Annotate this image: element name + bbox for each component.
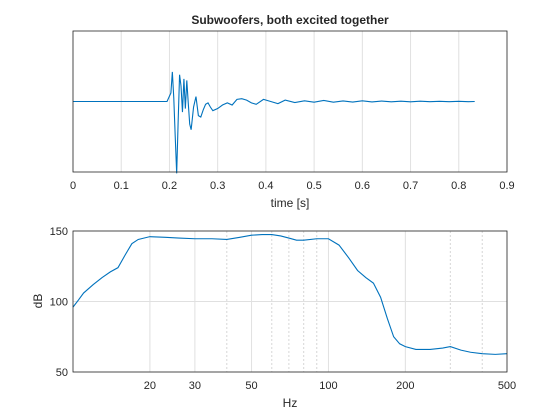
- time-x-axis-label: time [s]: [271, 196, 310, 210]
- time-x-tick-label: 0: [70, 180, 76, 192]
- time-response-axes: 0 0.1 0.2 0.3 0.4 0.5 0.6 0.7 0.8 0.9 Subwoofers,…: [70, 13, 515, 210]
- frequency-x-tick-label: 20: [144, 380, 156, 392]
- time-x-tick-label: 0.4: [258, 180, 273, 192]
- time-axis-box: [72, 30, 508, 173]
- frequency-y-axis-label: dB: [31, 294, 45, 309]
- db-y-tick-label: 150: [50, 226, 68, 238]
- db-y-tick-label: 50: [56, 367, 68, 379]
- frequency-response-line: [72, 233, 508, 355]
- frequency-x-tick-label: 200: [396, 380, 414, 392]
- time-x-tick-label: 0.6: [355, 180, 370, 192]
- frequency-axis-box: [72, 230, 508, 373]
- time-x-tick-label: 0.7: [403, 180, 418, 192]
- time-x-tick-label: 0.9: [499, 180, 514, 192]
- time-x-tick-label: 0.8: [451, 180, 466, 192]
- frequency-x-tick-label: 50: [245, 380, 257, 392]
- time-response-line: [73, 71, 475, 174]
- time-x-tick-label: 0.3: [210, 180, 225, 192]
- time-x-tick-label: 0.2: [162, 180, 177, 192]
- time-tick-labels: 0 0.1 0.2 0.3 0.4 0.5 0.6 0.7 0.8 0.9: [70, 180, 515, 192]
- frequency-tick-labels: 20 30 50 100 200 500 50 100 150: [50, 226, 517, 392]
- time-chart-title: Subwoofers, both excited together: [191, 13, 389, 27]
- db-y-tick-label: 100: [50, 297, 68, 309]
- frequency-response-axes: 20 30 50 100 200 500 50 100 150 Hz dB: [31, 226, 516, 410]
- frequency-x-axis-label: Hz: [283, 396, 298, 410]
- frequency-x-tick-label: 30: [189, 380, 201, 392]
- frequency-x-tick-label: 500: [498, 380, 516, 392]
- time-x-tick-label: 0.1: [114, 180, 129, 192]
- frequency-x-tick-label: 100: [319, 380, 337, 392]
- time-x-tick-label: 0.5: [306, 180, 321, 192]
